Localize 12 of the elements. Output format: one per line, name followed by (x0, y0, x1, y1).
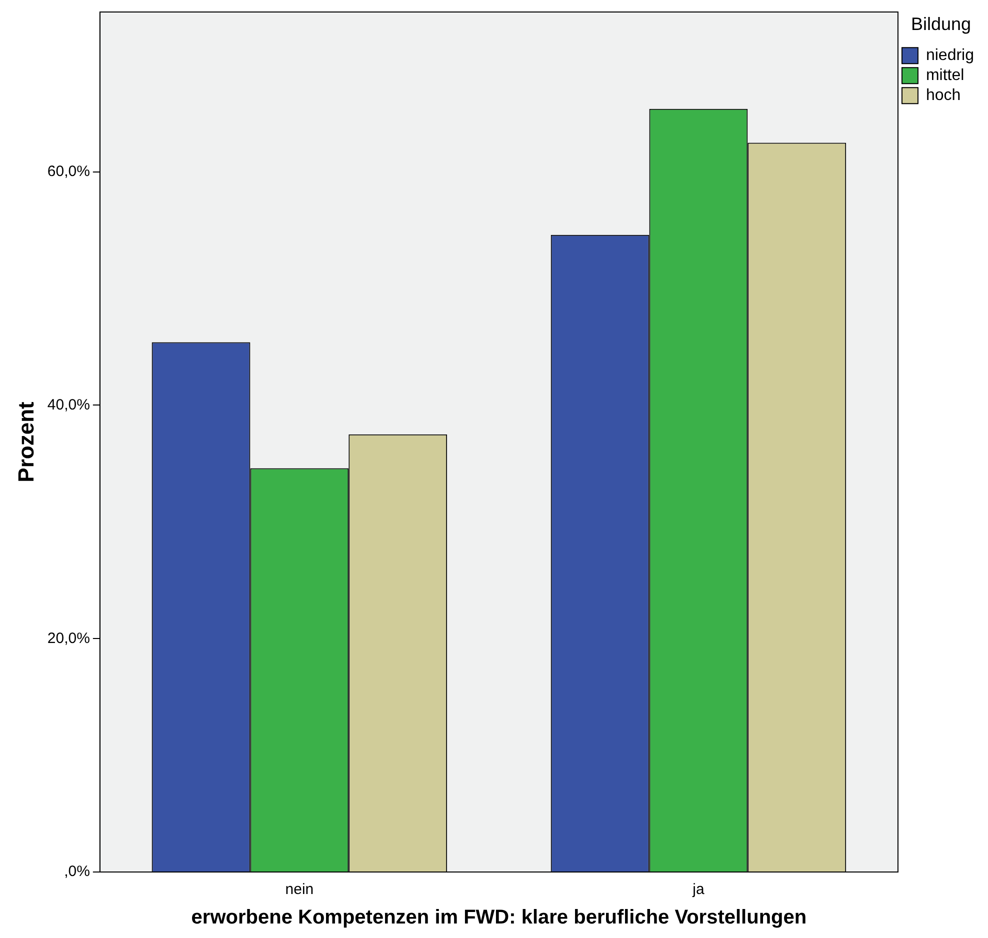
legend-label: hoch (926, 87, 961, 104)
y-tick-label: 40,0% (47, 396, 90, 414)
y-tick-label: 20,0% (47, 630, 90, 647)
y-tick-label: ,0% (64, 863, 90, 880)
x-tick-label: ja (692, 881, 705, 898)
legend-label: mittel (926, 67, 964, 84)
x-tick-label: nein (285, 881, 314, 898)
y-axis-title: Prozent (13, 400, 38, 482)
y-tick-label: 60,0% (47, 163, 90, 180)
legend-label: niedrig (926, 47, 974, 64)
legend-title: Bildung (910, 14, 972, 34)
x-axis-title: erworbene Kompetenzen im FWD: klare berufliche Vorstellungen (191, 906, 807, 929)
